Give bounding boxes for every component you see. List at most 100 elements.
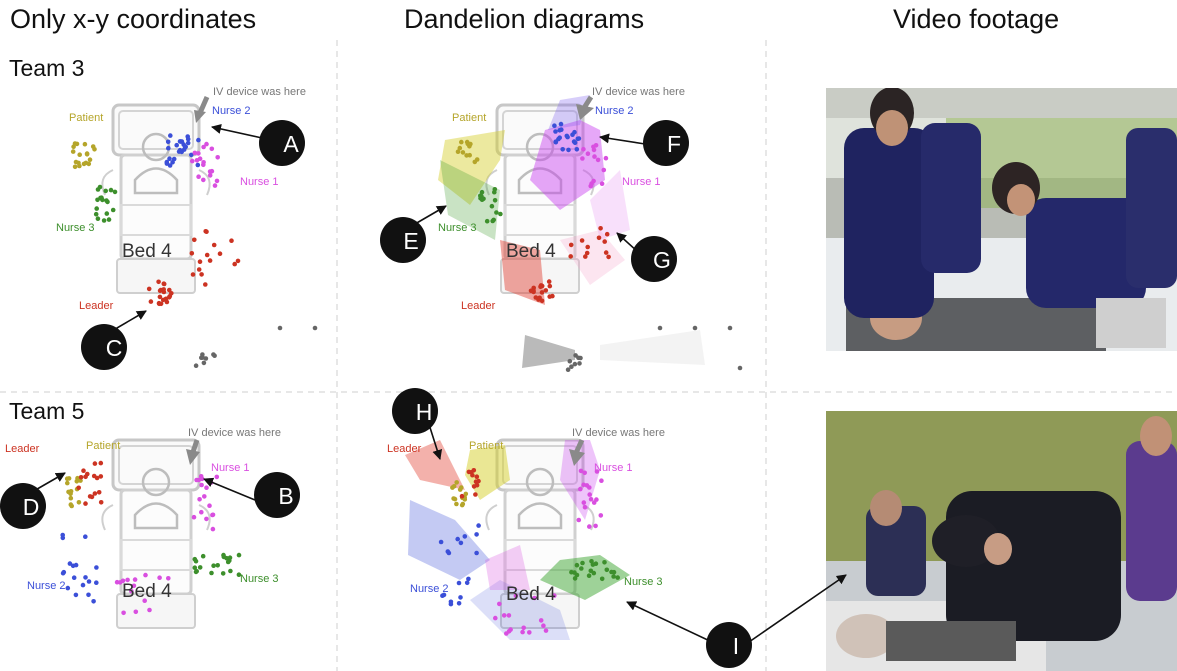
position-point: [591, 147, 597, 153]
position-point: [147, 607, 152, 613]
position-point: [456, 580, 462, 586]
position-point: [458, 595, 463, 600]
position-point: [76, 160, 81, 166]
position-point: [161, 287, 166, 292]
position-point: [579, 566, 584, 571]
marker-c: C: [81, 324, 127, 370]
svg-text:H: H: [416, 399, 433, 425]
position-point: [737, 365, 743, 371]
callout-markers: A B C D E F G H I: [0, 120, 752, 668]
position-point: [95, 216, 101, 221]
position-point: [462, 534, 468, 539]
position-point: [201, 160, 206, 165]
position-point: [538, 618, 544, 623]
position-point: [539, 290, 545, 295]
position-point: [207, 173, 213, 178]
position-point: [72, 141, 78, 146]
position-point: [197, 259, 203, 265]
position-point: [547, 294, 552, 299]
position-point: [166, 576, 171, 581]
column-title-video: Video footage: [893, 4, 1060, 34]
position-point: [210, 526, 216, 532]
position-point: [66, 489, 71, 495]
position-point: [204, 141, 209, 147]
position-point: [104, 198, 109, 203]
team-3-label: Team 3: [9, 55, 85, 81]
position-point: [90, 144, 96, 149]
position-point: [143, 572, 148, 578]
position-point: [552, 123, 557, 128]
position-point: [98, 195, 103, 201]
leader-label-dand-team5: Leader: [387, 443, 422, 455]
position-point: [197, 497, 202, 502]
position-point: [224, 555, 229, 561]
position-point: [565, 367, 571, 373]
position-point: [568, 254, 573, 259]
position-point: [459, 485, 464, 490]
position-point: [73, 592, 79, 598]
position-point: [121, 610, 126, 616]
position-point: [210, 512, 216, 518]
position-point: [60, 532, 65, 538]
position-point: [60, 570, 66, 576]
position-point: [228, 568, 233, 574]
position-point: [185, 140, 191, 146]
position-point: [198, 474, 204, 479]
position-point: [84, 152, 90, 157]
position-point: [189, 251, 195, 256]
position-point: [209, 168, 215, 174]
position-point: [599, 478, 604, 484]
position-point: [539, 298, 545, 304]
position-point: [468, 141, 473, 147]
position-point: [211, 563, 216, 568]
position-point: [558, 121, 564, 127]
position-point: [599, 576, 605, 582]
position-point: [572, 576, 578, 581]
position-point: [212, 183, 218, 188]
position-point: [201, 360, 207, 366]
position-point: [455, 536, 461, 542]
nurse1-label-dand-team5: Nurse 1: [594, 462, 633, 474]
position-point: [200, 553, 206, 559]
position-point: [132, 577, 138, 582]
nurse3-label-xy-team5: Nurse 3: [240, 573, 279, 585]
position-point: [506, 629, 512, 634]
position-point: [217, 251, 223, 256]
position-point: [567, 358, 573, 364]
position-point: [606, 254, 611, 260]
position-point: [125, 577, 130, 583]
position-point: [71, 575, 77, 580]
position-point: [596, 235, 602, 241]
position-point: [103, 188, 108, 194]
position-point: [197, 565, 203, 570]
position-point: [83, 501, 88, 506]
position-point: [146, 286, 152, 292]
position-point: [471, 484, 477, 489]
position-point: [78, 475, 84, 480]
position-point: [521, 625, 526, 631]
position-point: [93, 211, 99, 217]
position-point: [595, 157, 601, 163]
position-point: [236, 552, 242, 558]
position-point: [221, 552, 226, 558]
position-point: [557, 135, 562, 140]
svg-text:E: E: [403, 228, 418, 254]
dandelion-fans-team3: [438, 95, 705, 368]
position-point: [204, 229, 209, 234]
position-point: [81, 468, 86, 474]
leader-label-xy-team3: Leader: [79, 300, 114, 312]
position-point: [196, 174, 201, 179]
position-point: [69, 503, 74, 509]
position-point: [110, 207, 116, 213]
iv-label-xy-team5: IV device was here: [188, 427, 281, 439]
position-point: [590, 562, 596, 567]
marker-i: I: [706, 622, 752, 668]
position-point: [464, 153, 469, 158]
position-point: [201, 177, 206, 183]
position-point: [211, 352, 216, 357]
position-point: [574, 572, 580, 578]
position-point: [129, 588, 134, 594]
position-point: [602, 239, 607, 244]
position-point: [183, 144, 188, 150]
